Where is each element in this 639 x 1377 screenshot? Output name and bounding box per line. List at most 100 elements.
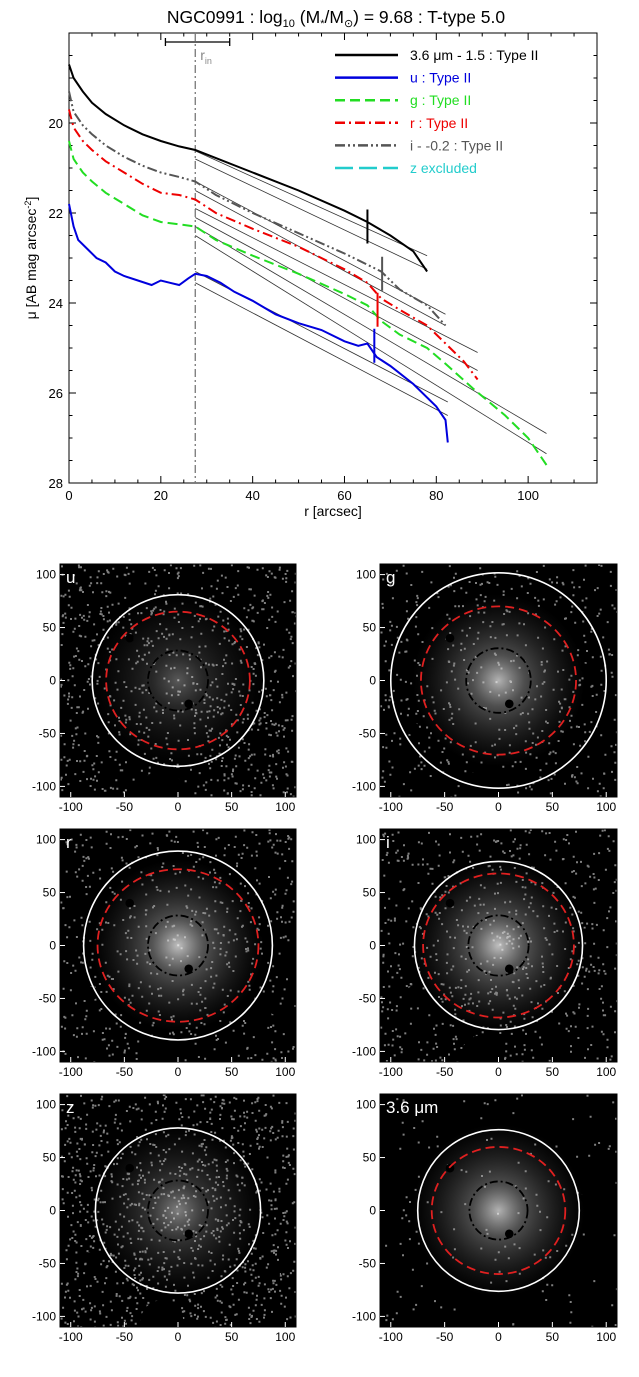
masked-source xyxy=(259,1193,269,1203)
fit-line xyxy=(195,282,448,416)
panel-band-label: r xyxy=(66,833,72,852)
masked-source xyxy=(125,1163,135,1173)
legend-label: r : Type II xyxy=(410,115,468,131)
inner-aperture xyxy=(465,647,532,714)
series-line-r xyxy=(68,109,479,381)
masked-source xyxy=(269,1268,280,1280)
fit-line xyxy=(195,181,446,315)
masked-source xyxy=(590,738,601,750)
panel-y-tick-label: 0 xyxy=(49,939,56,953)
inner-aperture xyxy=(147,1179,209,1242)
outer-aperture xyxy=(413,860,584,1031)
panel-y-tick-label: -100 xyxy=(352,1044,376,1058)
outer-aperture xyxy=(91,593,265,768)
series-line-3-6-m-1-5 xyxy=(68,64,428,273)
masked-source xyxy=(445,633,455,643)
series-line-u xyxy=(68,203,449,443)
disk-ellipse xyxy=(422,872,575,1019)
masked-source xyxy=(259,928,269,938)
panel-y-tick-label: -100 xyxy=(352,779,376,793)
panel-y-tick-label: 50 xyxy=(363,886,377,900)
panel-y-tick-label: 50 xyxy=(363,1151,377,1165)
panel-band-label: z xyxy=(66,1098,75,1117)
masked-source xyxy=(184,1229,194,1239)
title-subscript: * xyxy=(320,18,325,30)
masked-source xyxy=(460,1035,504,1062)
panel-y-tick-label: 100 xyxy=(356,1098,376,1112)
panel-x-tick-label: 100 xyxy=(275,1065,295,1079)
legend-label: g : Type II xyxy=(410,92,471,108)
r-in-text: r xyxy=(200,47,205,63)
panel-y-tick-label: 100 xyxy=(356,833,376,847)
outer-aperture xyxy=(82,850,274,1041)
panel-image xyxy=(380,1094,617,1327)
legend-label: u : Type II xyxy=(410,70,471,86)
panel-x-tick-label: 50 xyxy=(546,1330,560,1344)
title-subscript: ⊙ xyxy=(344,18,353,30)
title-text: NGC0991 : log xyxy=(167,7,283,27)
panel-y-tick-label: -50 xyxy=(39,726,57,740)
y-tick-label: 22 xyxy=(49,206,63,221)
disk-ellipse xyxy=(105,610,251,751)
masked-source xyxy=(140,1035,184,1062)
panel-y-tick-label: 50 xyxy=(363,621,377,635)
image-panel-i: i -100-100 -50 -50 0 0 50 50 100 100 xyxy=(352,828,618,1079)
masked-source xyxy=(580,663,589,673)
galaxy-glow xyxy=(412,1124,585,1297)
panel-band-label: g xyxy=(386,568,395,587)
inner-aperture xyxy=(147,649,209,712)
masked-source xyxy=(445,1163,455,1173)
masked-source xyxy=(504,964,514,974)
image-panel-36m: 3.6 μm -100-100 -50 -50 0 0 50 50 100 100 xyxy=(352,1093,618,1344)
masked-source xyxy=(445,898,455,908)
profile-axes: 0 20 40 60 80 100 20 22 24 26 28 r [arcsec] μ [AB ma… xyxy=(23,32,598,519)
y-tick-label: 28 xyxy=(49,476,63,491)
masked-source xyxy=(125,633,135,643)
panel-y-tick-label: 50 xyxy=(43,886,57,900)
panel-x-tick-label: 50 xyxy=(225,800,239,814)
galaxy-glow xyxy=(412,859,585,1032)
masked-source xyxy=(269,738,280,750)
disk-ellipse xyxy=(430,1146,567,1275)
panel-y-tick-label: -100 xyxy=(32,1044,56,1058)
outer-aperture xyxy=(416,1128,581,1293)
masked-source xyxy=(460,770,504,797)
panel-image xyxy=(60,564,296,797)
panel-x-tick-label: 50 xyxy=(225,1065,239,1079)
inner-aperture xyxy=(147,914,209,977)
image-panel-u: u -100-100 -50 -50 0 0 50 50 100 100 xyxy=(32,563,297,814)
image-panel-g: g -100-100 -50 -50 0 0 50 50 100 100 xyxy=(352,563,618,814)
panel-y-tick-label: 50 xyxy=(43,1151,57,1165)
panel-y-tick-label: 0 xyxy=(49,1204,56,1218)
masked-source xyxy=(590,1003,601,1015)
panel-image xyxy=(380,829,617,1062)
panel-x-tick-label: -50 xyxy=(116,1065,134,1079)
image-panel-z: z -100-100 -50 -50 0 0 50 50 100 100 xyxy=(32,1093,297,1344)
ylabel-text: μ [AB mag arcsec xyxy=(23,209,39,320)
image-panel-r: r -100-100 -50 -50 0 0 50 50 100 100 xyxy=(32,828,297,1079)
x-tick-label: 80 xyxy=(429,488,443,503)
galaxy-glow xyxy=(92,859,264,1032)
panel-y-tick-label: 0 xyxy=(369,674,376,688)
panel-x-tick-label: -100 xyxy=(59,800,83,814)
legend-label: z excluded xyxy=(410,160,477,176)
panel-y-tick-label: -100 xyxy=(32,779,56,793)
x-tick-label: 40 xyxy=(245,488,259,503)
y-tick-label: 26 xyxy=(49,386,63,401)
panel-x-tick-label: -100 xyxy=(379,1330,403,1344)
panel-y-tick-label: -50 xyxy=(39,991,57,1005)
panel-y-tick-label: -50 xyxy=(39,1256,57,1270)
masked-source xyxy=(590,1268,601,1280)
fit-line xyxy=(195,208,478,353)
inner-aperture xyxy=(468,1180,529,1241)
panel-band-label: i xyxy=(386,833,390,852)
fit-line xyxy=(195,150,428,257)
chart-title: NGC0991 : log10 (M*/M⊙) = 9.68 : T-type … xyxy=(167,7,505,30)
galaxy-glow xyxy=(92,594,264,767)
masked-source xyxy=(259,663,269,673)
panel-x-tick-label: -100 xyxy=(59,1330,83,1344)
series-line-g xyxy=(68,140,548,466)
panel-image xyxy=(60,1094,296,1327)
panel-y-tick-label: -50 xyxy=(359,726,377,740)
y-tick-label: 20 xyxy=(49,116,63,131)
